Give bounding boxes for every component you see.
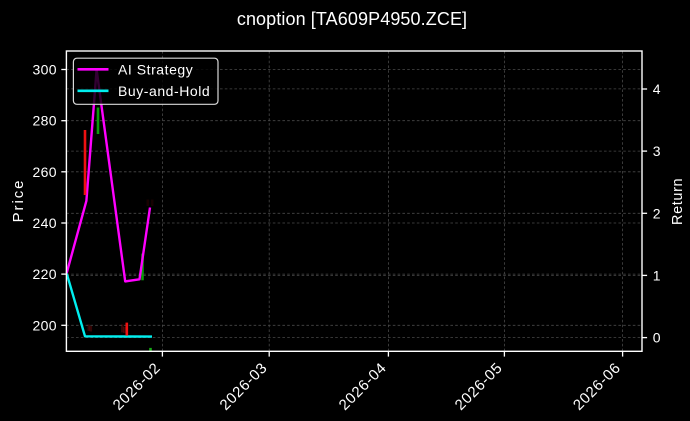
svg-text:Buy-and-Hold: Buy-and-Hold [118, 83, 210, 99]
svg-text:3: 3 [653, 143, 661, 159]
svg-text:280: 280 [32, 113, 57, 129]
svg-text:260: 260 [32, 164, 57, 180]
svg-text:Return: Return [670, 178, 686, 225]
svg-text:4: 4 [653, 81, 661, 97]
svg-text:Price: Price [10, 179, 27, 223]
svg-text:240: 240 [32, 215, 57, 231]
svg-text:cnoption [TA609P4950.ZCE]: cnoption [TA609P4950.ZCE] [237, 9, 467, 29]
svg-text:2: 2 [653, 205, 661, 221]
svg-text:0: 0 [653, 330, 661, 346]
svg-text:220: 220 [32, 266, 57, 282]
svg-text:300: 300 [32, 62, 57, 78]
svg-text:1: 1 [653, 267, 661, 283]
svg-text:200: 200 [32, 317, 57, 333]
svg-text:AI Strategy: AI Strategy [118, 62, 193, 78]
